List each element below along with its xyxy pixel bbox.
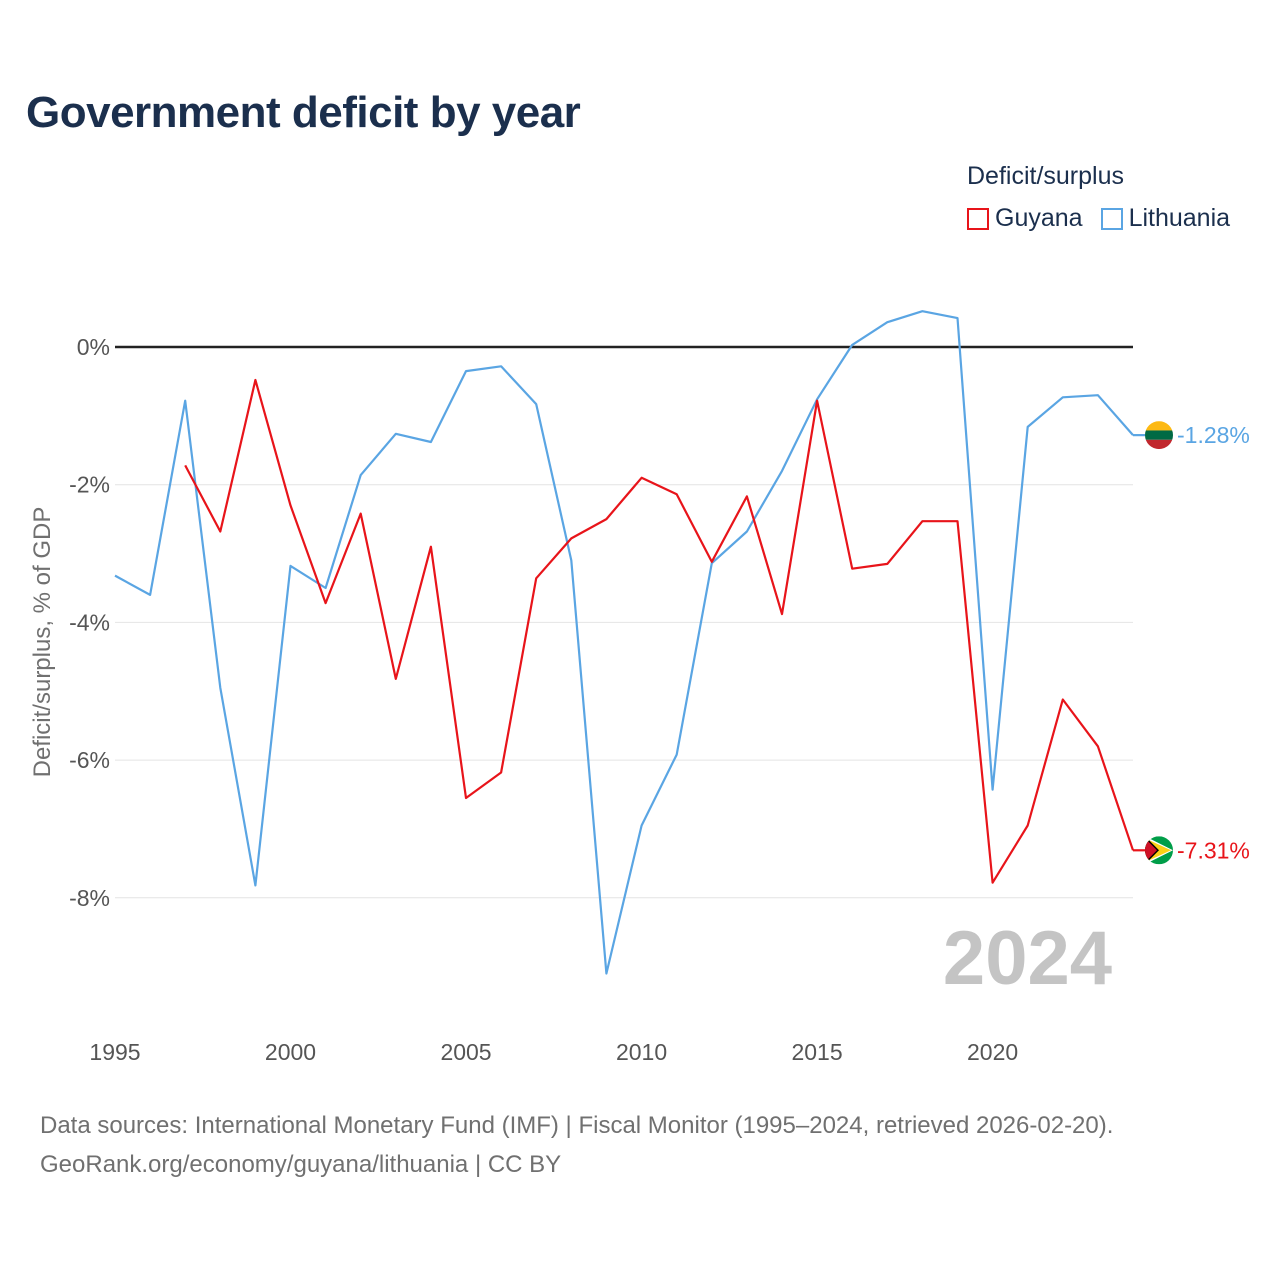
source-note: Data sources: International Monetary Fun… [40,1112,1114,1139]
source-link[interactable]: GeoRank.org/economy/guyana/lithuania | C… [40,1151,562,1178]
x-tick-label: 2000 [265,1039,316,1065]
guyana-flag-icon [1145,836,1173,865]
y-tick-label: 0% [77,334,110,360]
legend-item-lithuania[interactable]: Lithuania [1100,204,1231,233]
gridlines [115,345,1133,899]
x-tick-label: 2015 [791,1039,842,1065]
chart-title: Government deficit by year [26,88,581,137]
y-tick-label: -2% [69,472,110,498]
x-tick-label: 1995 [89,1039,140,1065]
end-value-label-guyana: -7.31% [1177,837,1250,863]
series-line-guyana[interactable] [184,378,1135,884]
x-tick-label: 2005 [440,1039,491,1065]
series-lines [114,310,1135,975]
y-tick-label: -4% [69,609,110,635]
legend-item-guyana[interactable]: Guyana [967,204,1083,233]
legend-swatch-guyana [967,207,989,230]
footer: Data sources: International Monetary Fun… [40,1106,1113,1184]
x-tick-label: 2010 [616,1039,667,1065]
legend-swatch-lithuania [1100,207,1123,230]
x-axis-ticks: 1995 2000 2005 2010 2015 2020 [89,1039,1018,1065]
y-tick-label: -8% [69,885,110,911]
y-axis-label: Deficit/surplus, % of GDP [29,507,56,778]
y-axis-ticks: 0% -2% -4% -6% -8% [69,334,110,911]
legend: Guyana Lithuania [967,204,1248,233]
legend-title: Deficit/surplus [967,162,1124,190]
x-tick-label: 2020 [967,1039,1018,1065]
legend-label-lithuania: Lithuania [1128,204,1231,232]
series-line-lithuania[interactable] [114,310,1134,975]
lithuania-flag-icon [1145,421,1173,450]
y-tick-label: -6% [69,747,110,773]
end-value-label-lithuania: -1.28% [1177,422,1250,448]
legend-label-guyana: Guyana [995,204,1083,232]
year-watermark: 2024 [943,916,1112,1001]
end-markers: -1.28% -7.31% [1133,421,1250,865]
